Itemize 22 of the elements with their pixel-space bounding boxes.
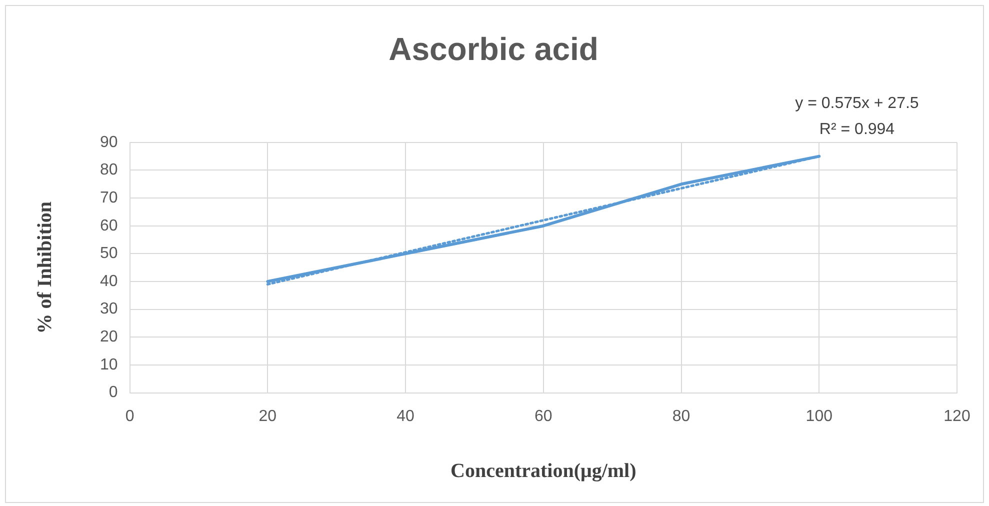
x-tick-label: 20 bbox=[258, 408, 277, 425]
y-tick-label: 0 bbox=[108, 384, 118, 402]
y-tick-label: 80 bbox=[100, 162, 118, 179]
x-tick-label: 120 bbox=[944, 408, 970, 425]
text: y = 0.575x + 27.5 bbox=[795, 95, 919, 112]
y-tick-label: 20 bbox=[100, 328, 118, 346]
y-tick-label: 50 bbox=[100, 245, 118, 262]
y-axis-title: % of Inhibition bbox=[34, 201, 56, 334]
y-tick-label: 60 bbox=[100, 217, 118, 234]
chart-title: Ascorbic acid bbox=[388, 31, 598, 68]
x-tick-label: 0 bbox=[125, 408, 134, 425]
y-tick-label: 30 bbox=[100, 300, 118, 318]
text: R² = 0.994 bbox=[819, 121, 895, 138]
x-tick-label: 80 bbox=[672, 408, 690, 425]
x-tick-label: 100 bbox=[806, 408, 833, 425]
y-tick-label: 90 bbox=[100, 134, 118, 151]
y-tick-label: 70 bbox=[100, 189, 118, 206]
x-tick-label: 40 bbox=[396, 408, 415, 425]
y-tick-label: 40 bbox=[100, 272, 118, 290]
y-tick-label: 10 bbox=[100, 356, 118, 374]
x-tick-label: 60 bbox=[534, 408, 552, 425]
x-axis-title: Concentration(μg/ml) bbox=[450, 460, 636, 482]
